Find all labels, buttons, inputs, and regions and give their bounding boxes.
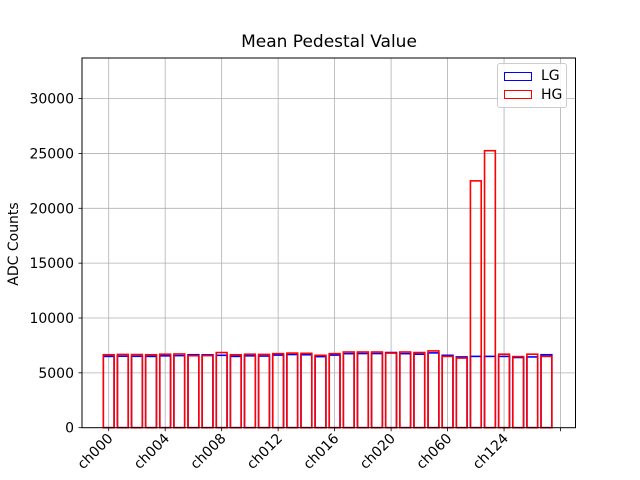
bar-lg-ch013 — [286, 353, 299, 429]
bar-lg-ch011 — [257, 355, 271, 429]
legend-item-lg: LG — [504, 69, 566, 83]
bar-hg-ch005 — [173, 353, 186, 429]
bar-lg-ch127 — [540, 353, 553, 429]
bar-hg-ch017 — [342, 351, 355, 429]
x-tick-label-ch008: ch008 — [188, 431, 230, 473]
bar-lg-ch014 — [300, 353, 313, 429]
bar-lg-ch003 — [144, 355, 158, 429]
x-tick-label-ch012: ch012 — [244, 431, 286, 473]
bar-lg-ch009 — [229, 355, 242, 429]
y-tick-label-20000: 20000 — [29, 201, 74, 217]
x-tick-label-ch000: ch000 — [75, 431, 117, 473]
bar-lg-ch015 — [314, 355, 327, 429]
legend-label-lg: LG — [541, 68, 560, 85]
bar-hg-ch062 — [469, 180, 483, 429]
x-tick-label-ch124: ch124 — [470, 431, 512, 473]
bar-hg-ch006 — [187, 354, 200, 429]
bar-hg-ch022 — [413, 351, 426, 429]
bar-hg-ch013 — [286, 352, 299, 429]
bar-lg-ch021 — [399, 352, 412, 429]
bar-lg-ch002 — [130, 355, 144, 429]
x-tick-label-ch016: ch016 — [301, 431, 343, 473]
y-tick-label-15000: 15000 — [29, 256, 74, 272]
bar-hg-ch023 — [427, 350, 440, 429]
y-tick-label-10000: 10000 — [29, 311, 74, 327]
bar-hg-ch061 — [455, 357, 468, 429]
chart-title: Mean Pedestal Value — [241, 32, 417, 52]
bar-hg-ch063 — [483, 149, 497, 429]
legend-swatch-lg — [504, 71, 532, 81]
bar-hg-ch001 — [116, 353, 130, 429]
legend-item-hg: HG — [504, 88, 566, 102]
bar-lg-ch022 — [413, 353, 426, 429]
bar-hg-ch014 — [300, 352, 313, 429]
bar-hg-ch010 — [243, 353, 257, 429]
y-tick-label-0: 0 — [65, 421, 74, 437]
legend-swatch-hg — [504, 90, 532, 100]
bar-lg-ch023 — [427, 352, 440, 429]
bar-lg-ch018 — [356, 352, 370, 429]
bar-lg-ch019 — [370, 352, 384, 429]
bar-lg-ch007 — [201, 354, 214, 429]
axes-frame — [81, 57, 576, 429]
x-tick-label-ch020: ch020 — [357, 431, 399, 473]
x-tick-label-ch004: ch004 — [131, 431, 173, 473]
y-tick-label-5000: 5000 — [38, 366, 74, 382]
bar-lg-ch062 — [469, 355, 483, 429]
bar-lg-ch017 — [342, 352, 355, 429]
x-tick-label-ch060: ch060 — [413, 431, 455, 473]
bar-hg-ch003 — [144, 353, 158, 429]
bar-lg-ch005 — [173, 354, 186, 429]
bar-lg-ch061 — [455, 356, 468, 429]
bar-lg-ch006 — [187, 353, 200, 429]
bar-hg-ch002 — [130, 353, 144, 429]
bar-hg-ch015 — [314, 354, 327, 429]
bar-hg-ch021 — [399, 351, 412, 429]
bar-hg-ch125 — [511, 355, 525, 429]
bar-hg-ch126 — [526, 353, 539, 429]
bar-lg-ch001 — [116, 355, 130, 429]
bar-hg-ch018 — [356, 351, 370, 429]
bar-hg-ch011 — [257, 353, 271, 429]
bar-hg-ch007 — [201, 354, 214, 429]
legend-label-hg: HG — [541, 86, 563, 103]
bar-hg-ch009 — [229, 353, 242, 429]
bar-lg-ch010 — [243, 355, 257, 429]
y-tick-label-25000: 25000 — [29, 146, 74, 162]
bar-lg-ch126 — [526, 356, 539, 429]
y-tick-label-30000: 30000 — [29, 92, 74, 108]
bar-hg-ch019 — [370, 351, 384, 429]
bar-hg-ch127 — [540, 355, 553, 429]
bar-lg-ch125 — [511, 356, 525, 429]
legend: LG HG — [497, 63, 567, 108]
bar-lg-ch063 — [483, 355, 497, 429]
